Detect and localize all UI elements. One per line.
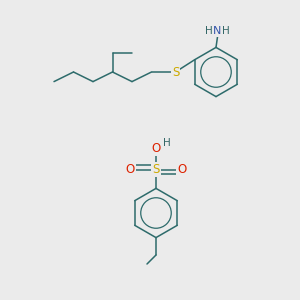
Text: O: O: [152, 142, 160, 155]
Text: N: N: [213, 26, 222, 36]
Text: H: H: [205, 26, 213, 36]
Text: H: H: [163, 137, 170, 148]
Text: H: H: [222, 26, 230, 36]
Text: S: S: [172, 65, 179, 79]
Text: O: O: [126, 163, 135, 176]
Text: O: O: [177, 163, 186, 176]
Text: S: S: [152, 163, 160, 176]
